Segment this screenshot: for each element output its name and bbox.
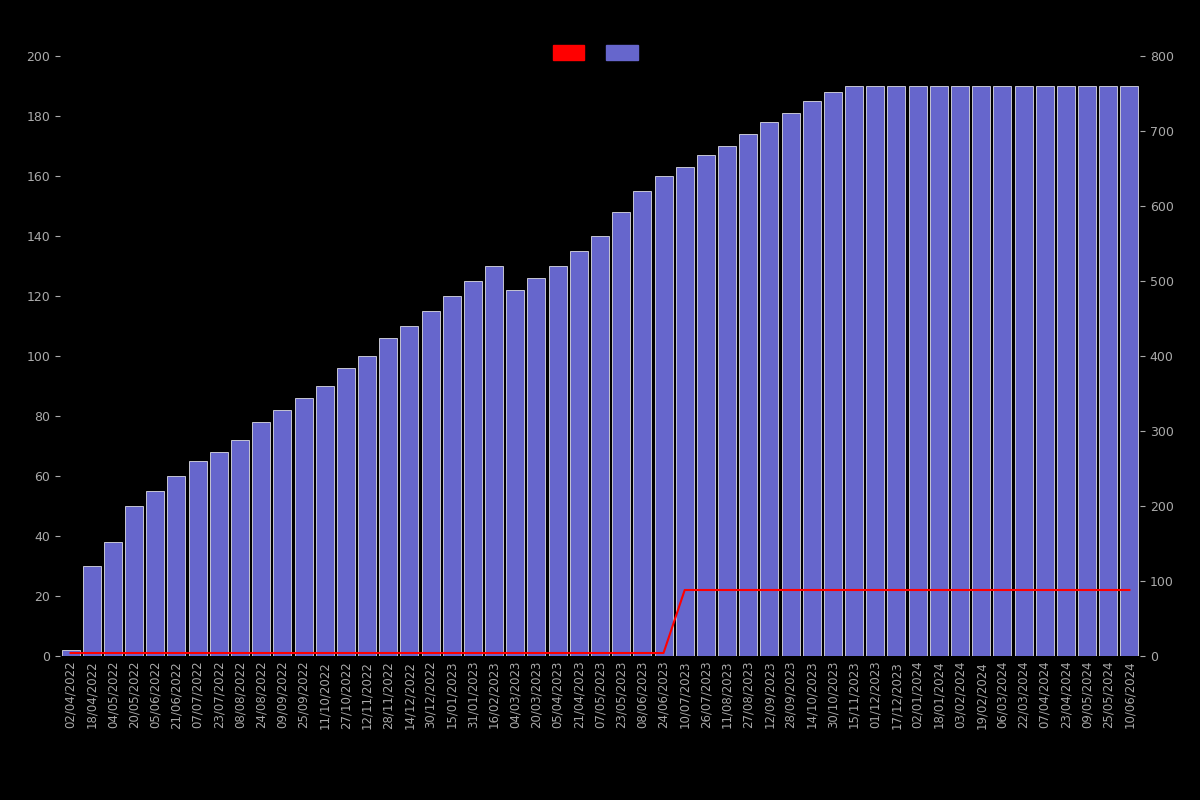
- Bar: [485, 266, 503, 656]
- Bar: [337, 368, 355, 656]
- Bar: [379, 338, 397, 656]
- Bar: [570, 251, 588, 656]
- Bar: [506, 290, 524, 656]
- Bar: [1057, 86, 1075, 656]
- Bar: [952, 86, 970, 656]
- Bar: [866, 86, 884, 656]
- Legend: , : ,: [546, 38, 654, 66]
- Bar: [210, 452, 228, 656]
- Bar: [421, 311, 439, 656]
- Bar: [908, 86, 926, 656]
- Bar: [464, 281, 482, 656]
- Bar: [358, 356, 376, 656]
- Bar: [781, 113, 799, 656]
- Bar: [845, 86, 863, 656]
- Bar: [697, 155, 715, 656]
- Bar: [592, 236, 610, 656]
- Bar: [1036, 86, 1054, 656]
- Bar: [803, 101, 821, 656]
- Bar: [888, 86, 906, 656]
- Bar: [930, 86, 948, 656]
- Bar: [994, 86, 1012, 656]
- Bar: [1078, 86, 1096, 656]
- Bar: [104, 542, 122, 656]
- Bar: [528, 278, 546, 656]
- Bar: [972, 86, 990, 656]
- Bar: [252, 422, 270, 656]
- Bar: [718, 146, 736, 656]
- Bar: [654, 176, 672, 656]
- Bar: [612, 212, 630, 656]
- Bar: [188, 461, 206, 656]
- Bar: [61, 650, 79, 656]
- Bar: [548, 266, 566, 656]
- Bar: [443, 296, 461, 656]
- Bar: [125, 506, 143, 656]
- Bar: [824, 92, 842, 656]
- Bar: [83, 566, 101, 656]
- Bar: [274, 410, 292, 656]
- Bar: [739, 134, 757, 656]
- Bar: [1014, 86, 1032, 656]
- Bar: [634, 191, 652, 656]
- Bar: [146, 491, 164, 656]
- Bar: [230, 440, 250, 656]
- Bar: [1099, 86, 1117, 656]
- Bar: [1121, 86, 1139, 656]
- Bar: [401, 326, 419, 656]
- Bar: [761, 122, 779, 656]
- Bar: [316, 386, 334, 656]
- Bar: [676, 167, 694, 656]
- Bar: [294, 398, 312, 656]
- Bar: [168, 476, 186, 656]
